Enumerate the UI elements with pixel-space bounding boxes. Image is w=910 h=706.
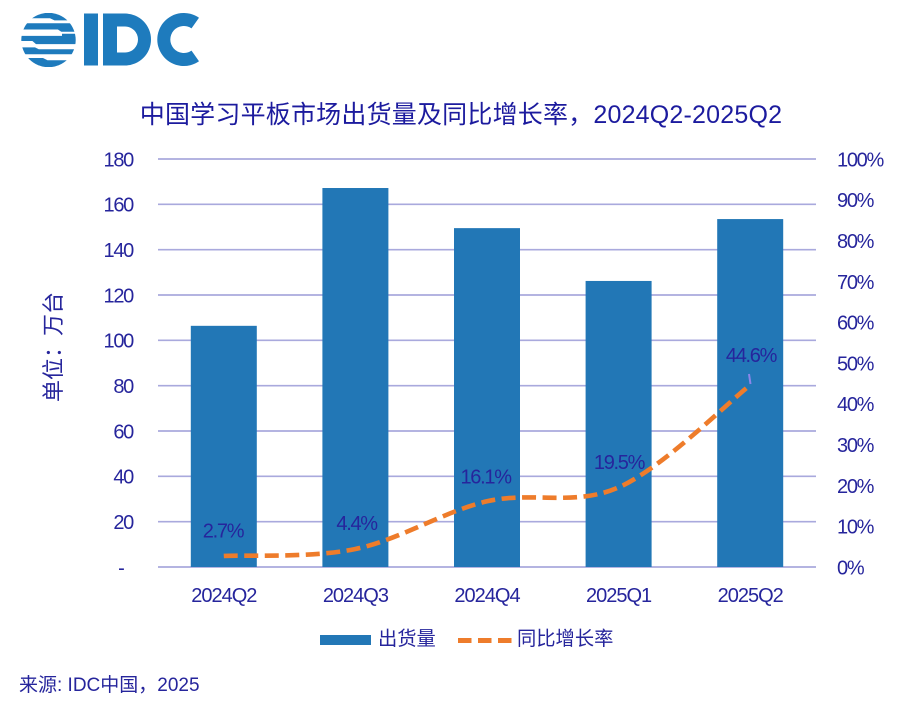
bar-2024Q3 (322, 188, 389, 567)
legend: 出货量 同比增长率 (0, 626, 910, 654)
growth-rate-label: 44.6% (726, 345, 778, 367)
right-axis-tick-label: 50% (837, 353, 875, 375)
left-axis-tick-label: - (118, 557, 124, 579)
bar-2024Q2 (190, 325, 257, 567)
idc-logo (21, 13, 199, 67)
left-axis-tick-label: 100 (104, 331, 135, 353)
x-axis-tick-label: 2025Q2 (718, 585, 784, 607)
legend-bar-swatch (320, 635, 371, 645)
x-axis-tick-label: 2024Q4 (454, 585, 520, 607)
legend-bar-label: 出货量 (378, 629, 436, 650)
left-axis-tick-label: 20 (113, 512, 134, 534)
growth-rate-label: 4.4% (336, 513, 378, 535)
chart-title: 中国学习平板市场出货量及同比增长率，2024Q2-2025Q2 (139, 101, 783, 129)
right-axis-tick-label: 10% (837, 517, 875, 539)
right-axis-tick-label: 40% (837, 394, 875, 416)
right-axis-tick-label: 30% (837, 435, 875, 457)
left-axis-tick-label: 60 (113, 421, 134, 443)
bar-2024Q4 (454, 228, 520, 567)
right-axis-tick-label: 70% (837, 272, 875, 294)
label-leader-artifact (748, 373, 752, 385)
left-axis-tick-label: 80 (113, 376, 134, 398)
legend-line-label: 同比增长率 (517, 629, 614, 650)
x-axis-tick-label: 2025Q1 (586, 585, 652, 607)
right-axis-tick-label: 0% (837, 557, 865, 579)
x-axis-tick-label: 2024Q2 (191, 585, 257, 607)
right-axis-tick-label: 80% (837, 231, 875, 253)
right-axis-tick-label: 60% (837, 313, 875, 335)
idc-globe-icon (21, 13, 77, 67)
idc-logo-text (84, 13, 199, 67)
left-axis-tick-label: 140 (104, 240, 135, 262)
bar-2025Q2 (717, 219, 784, 568)
growth-rate-label: 2.7% (203, 520, 245, 542)
growth-rate-label: 19.5% (594, 452, 646, 474)
right-axis-tick-label: 100% (837, 149, 884, 171)
left-axis-tick-label: 120 (104, 285, 135, 307)
source-note: 来源: IDC中国，2025 (19, 675, 200, 696)
right-axis-tick-label: 90% (837, 190, 875, 212)
left-axis-tick-label: 160 (104, 195, 135, 217)
growth-rate-label: 16.1% (460, 466, 512, 488)
right-axis-tick-label: 20% (837, 476, 875, 498)
left-axis-tick-label: 40 (113, 467, 134, 489)
bar-2025Q1 (585, 280, 652, 567)
x-axis-tick-label: 2024Q3 (323, 585, 389, 607)
growth-rate-line (223, 383, 752, 559)
left-axis-tick-label: 180 (104, 149, 135, 171)
legend-line-swatch (458, 637, 512, 643)
